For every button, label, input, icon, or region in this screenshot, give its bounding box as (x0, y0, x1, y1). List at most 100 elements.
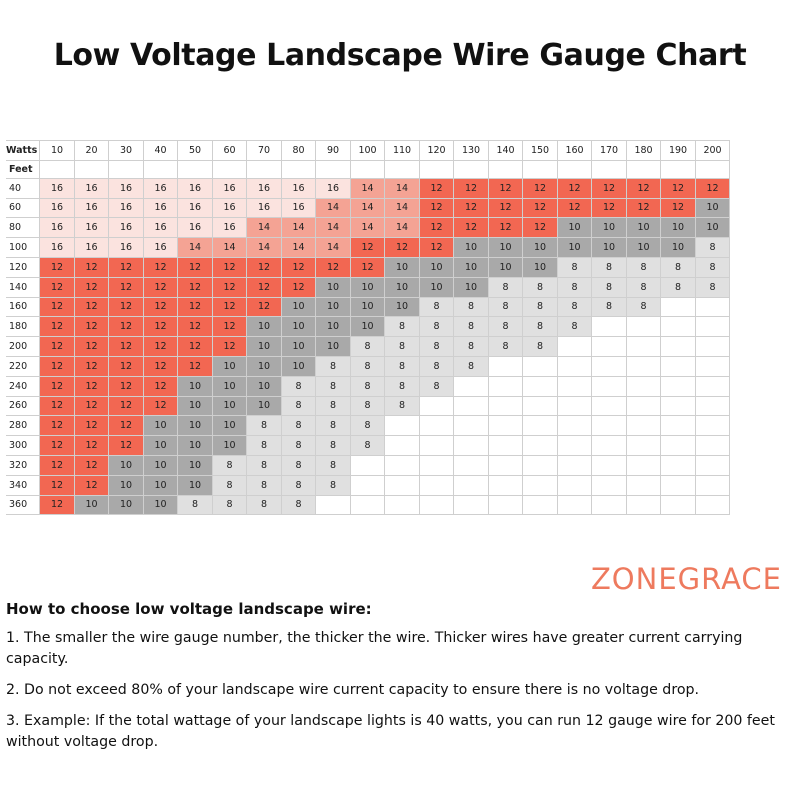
gauge-cell: 10 (625, 237, 662, 258)
gauge-cell: 12 (39, 355, 75, 377)
gauge-cell: 12 (39, 276, 75, 298)
table-row: 260 12 12 12 12 10 10 10 8 8 8 8 (6, 395, 731, 417)
gauge-cell: 12 (556, 177, 593, 199)
spacer-cell (108, 159, 144, 179)
empty-cell (487, 454, 524, 476)
gauge-cell: 12 (280, 256, 317, 278)
gauge-cell: 12 (142, 276, 179, 298)
feet-tick-label: 280 (6, 415, 41, 437)
empty-cell (660, 454, 696, 476)
gauge-cell: 16 (39, 197, 75, 219)
gauge-cell: 8 (625, 276, 662, 298)
gauge-cell: 8 (349, 435, 386, 456)
gauge-cell: 12 (453, 197, 489, 219)
empty-cell (418, 435, 455, 456)
empty-cell (418, 474, 455, 496)
spacer-cell (694, 159, 731, 179)
gauge-cell: 8 (349, 395, 386, 417)
gauge-cell: 10 (453, 256, 489, 278)
howto-item-3: 3. Example: If the total wattage of your… (6, 713, 775, 750)
gauge-cell: 10 (142, 454, 179, 476)
empty-cell (694, 415, 731, 437)
gauge-cell: 12 (349, 237, 386, 258)
watts-tick-label: 170 (591, 140, 627, 161)
gauge-cell: 16 (73, 177, 110, 199)
empty-cell (556, 415, 593, 437)
empty-cell (625, 435, 662, 456)
gauge-cell: 16 (108, 197, 144, 219)
gauge-cell: 10 (660, 217, 696, 239)
gauge-cell: 12 (39, 494, 75, 516)
table-row: 40 16 16 16 16 16 16 16 16 16 14 14 12 12 12 12 12 12 12 12… (6, 177, 731, 199)
feet-tick-label: 160 (6, 296, 41, 318)
table-row: 80 16 16 16 16 16 16 14 14 14 14 14 12 12 12 12 10 10 10 10… (6, 217, 731, 239)
gauge-cell: 16 (142, 197, 179, 219)
empty-cell (591, 336, 627, 357)
chart-title: Low Voltage Landscape Wire Gauge Chart (53, 38, 747, 73)
empty-cell (453, 494, 489, 516)
gauge-cell: 10 (211, 435, 248, 456)
gauge-cell: 8 (384, 355, 420, 377)
gauge-cell: 12 (73, 415, 110, 437)
gauge-cell: 12 (73, 276, 110, 298)
gauge-cell: 12 (108, 316, 144, 338)
gauge-cell: 8 (522, 336, 558, 357)
table-row: 120 12 12 12 12 12 12 12 12 12 12 10 10 10 10 10 8 8 8 8 8 (6, 256, 731, 278)
feet-tick-label: 220 (6, 355, 41, 377)
gauge-cell: 10 (246, 316, 282, 338)
spacer-cell (73, 159, 110, 179)
spacer-cell (660, 159, 696, 179)
empty-cell (453, 415, 489, 437)
empty-cell (694, 316, 731, 338)
gauge-cell: 12 (384, 237, 420, 258)
watts-tick-label: 70 (246, 140, 282, 161)
empty-cell (487, 435, 524, 456)
gauge-cell: 12 (73, 435, 110, 456)
gauge-cell: 16 (246, 197, 282, 219)
gauge-cell: 12 (39, 415, 75, 437)
empty-cell (522, 454, 558, 476)
empty-cell (625, 454, 662, 476)
gauge-cell: 16 (177, 177, 213, 199)
gauge-cell: 12 (108, 395, 144, 417)
feet-tick-label: 200 (6, 336, 41, 357)
gauge-cell: 8 (280, 415, 317, 437)
gauge-cell: 10 (384, 276, 420, 298)
gauge-cell: 10 (349, 276, 386, 298)
gauge-cell: 10 (246, 355, 282, 377)
gauge-cell: 12 (418, 217, 455, 239)
gauge-cell: 10 (556, 217, 593, 239)
gauge-cell: 12 (487, 177, 524, 199)
howto-heading: How to choose low voltage landscape wire… (6, 600, 372, 618)
gauge-cell: 12 (142, 375, 179, 397)
gauge-cell: 16 (280, 177, 317, 199)
gauge-cell: 8 (522, 296, 558, 318)
gauge-cell: 12 (142, 296, 179, 318)
gauge-cell: 8 (384, 316, 420, 338)
empty-cell (694, 395, 731, 417)
gauge-cell: 8 (418, 336, 455, 357)
empty-cell (522, 415, 558, 437)
watts-header-row: Watts 10 20 30 40 50 60 70 80 90 100 110 120 130 140 15… (6, 140, 731, 161)
gauge-cell: 8 (177, 494, 213, 516)
empty-cell (487, 375, 524, 397)
empty-cell (625, 316, 662, 338)
empty-cell (384, 454, 420, 476)
gauge-cell: 10 (211, 355, 248, 377)
gauge-cell: 16 (211, 217, 248, 239)
gauge-cell: 8 (522, 316, 558, 338)
watts-header-label: Watts (6, 140, 41, 161)
gauge-cell: 12 (177, 276, 213, 298)
gauge-cell: 10 (108, 474, 144, 496)
spacer-cell (349, 159, 386, 179)
empty-cell (453, 375, 489, 397)
empty-cell (349, 454, 386, 476)
empty-cell (660, 494, 696, 516)
gauge-cell: 10 (694, 217, 731, 239)
gauge-cell: 12 (108, 276, 144, 298)
feet-tick-label: 80 (6, 217, 41, 239)
gauge-cell: 12 (73, 474, 110, 496)
gauge-cell: 8 (246, 494, 282, 516)
gauge-cell: 8 (487, 296, 524, 318)
spacer-cell (246, 159, 282, 179)
